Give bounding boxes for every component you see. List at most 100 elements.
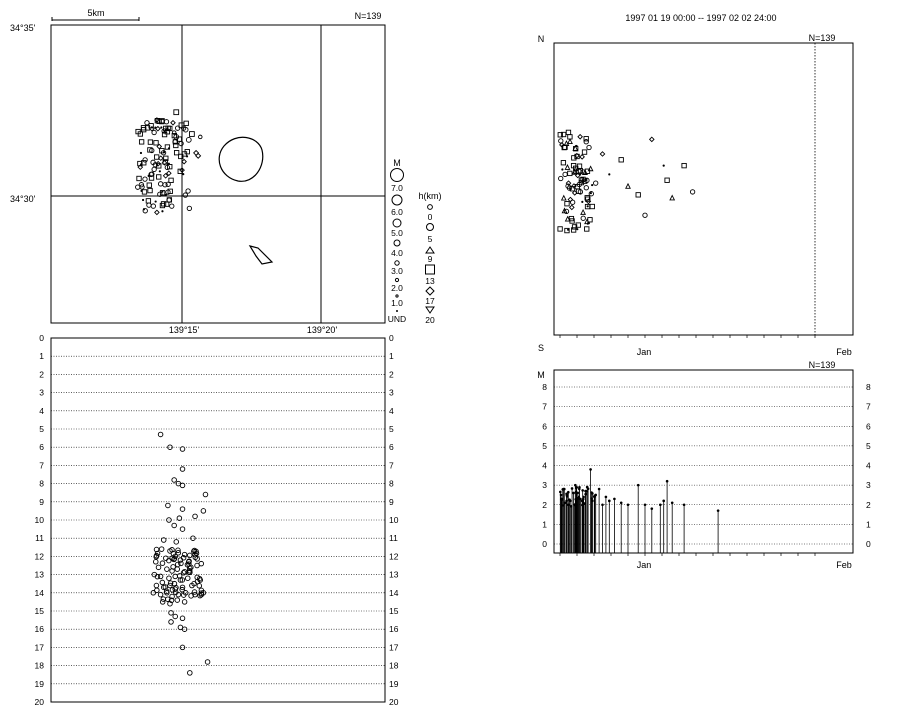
islet-outline: [248, 245, 274, 265]
epicenter-point: [165, 181, 171, 187]
time-point: [561, 168, 564, 171]
mag-tick-label: 2: [866, 500, 871, 510]
hypocenter-point: [192, 513, 198, 520]
time-points: [557, 129, 696, 234]
epicenter-point: [162, 150, 166, 154]
depth-tick-label: 10: [389, 515, 399, 525]
hypocenter-point: [158, 546, 165, 552]
epicenter-point: [178, 140, 184, 147]
epicenter-point: [154, 200, 157, 203]
hypocenter-point: [160, 596, 167, 602]
mag-stem-head: [561, 504, 565, 507]
depth-tick-label: 16: [389, 624, 399, 634]
mag-stem-head: [584, 492, 587, 496]
epicenter-point: [182, 173, 185, 176]
depth-symbol-9: [425, 246, 435, 254]
mag-stem-head: [572, 491, 575, 495]
time-point: [584, 203, 591, 210]
mag-stem-head: [559, 497, 563, 501]
epicenter-point: [149, 125, 155, 132]
time-point: [608, 173, 611, 176]
time-point: [568, 215, 575, 222]
mag-tick-label: 3: [542, 480, 547, 490]
time-point: [563, 208, 570, 215]
time-point: [599, 151, 606, 157]
mag-x-label-jan: Jan: [637, 560, 652, 570]
hypocenter-point: [171, 477, 177, 483]
mag-label-6: 6.0: [391, 207, 403, 217]
mag-stem-head: [613, 497, 616, 501]
epicenter-point: [147, 139, 154, 145]
epicenter-point: [156, 118, 162, 124]
time-point: [586, 144, 592, 151]
depth-tick-label: 8: [39, 479, 44, 489]
epicenter-point: [138, 182, 145, 188]
hypocenter-point: [179, 466, 186, 472]
hypocenter-point: [167, 580, 174, 586]
epicenter-point: [176, 136, 183, 142]
hypocenter-point: [181, 599, 188, 605]
time-point: [625, 182, 631, 189]
mag-frame: [553, 369, 854, 554]
hypocenter-point: [179, 584, 186, 591]
mag-stem-head: [576, 496, 580, 500]
depth-tick-label: 13: [35, 570, 45, 580]
hypocenter-point: [196, 575, 203, 582]
epicenter-point: [166, 197, 173, 203]
hypocenter-point: [166, 517, 172, 523]
mag-tick-label: 5: [542, 441, 547, 451]
mag-label-4: 4.0: [391, 248, 403, 258]
hypocenter-point: [167, 444, 173, 450]
hypocenter-point: [172, 613, 178, 620]
depth-label-9: 9: [428, 254, 433, 264]
epicenter-point: [167, 164, 173, 170]
depth-tick-label: 19: [35, 679, 45, 689]
hypocenter-point: [157, 431, 164, 438]
epicenter-point: [160, 201, 167, 207]
epicenter-point: [189, 131, 195, 137]
hypocenter-point: [186, 569, 192, 575]
hypocenter-point: [180, 570, 187, 576]
depth-tick-label: 1: [39, 351, 44, 361]
hypocenter-point: [155, 564, 162, 571]
time-point: [570, 227, 577, 233]
hypocenter-point: [200, 508, 207, 514]
hypocenter-point: [157, 591, 164, 598]
period-label: 1997 01 19 00:00 -- 1997 02 02 24:00: [625, 13, 776, 23]
time-point: [571, 168, 578, 175]
epicenter-point: [163, 119, 170, 125]
mag-tick-label: 4: [866, 461, 871, 471]
mag-y-axis-label: M: [537, 370, 545, 380]
epicenter-point: [181, 158, 187, 165]
hypocenter-point: [197, 592, 203, 599]
mag-tick-labels: 0 0 1 1 2 2 3 3 4 4 5 5 6 6 7 7 8 8: [542, 382, 871, 549]
scale-label: 5km: [87, 8, 104, 18]
mag-x-ticks: [559, 553, 816, 556]
mag-symbol-6: [391, 194, 403, 206]
mag-stem-head: [559, 490, 562, 494]
depth-tick-label: 15: [35, 606, 45, 616]
hypocenter-point: [174, 561, 181, 568]
depth-tick-label: 1: [389, 351, 394, 361]
hypocenter-point: [160, 537, 167, 543]
epicenter-point: [141, 198, 145, 202]
mag-stem-head: [608, 499, 611, 503]
depth-tick-label: 13: [389, 570, 399, 580]
depth-tick-label: 7: [389, 460, 394, 470]
hypocenter-point: [176, 573, 183, 579]
hypocenter-point: [154, 573, 161, 580]
epicenter-point: [163, 155, 169, 161]
depth-tick-label: 10: [35, 515, 45, 525]
time-point: [586, 205, 589, 208]
hypocenter-point: [179, 615, 186, 622]
hypocenter-point: [184, 575, 191, 581]
hypocenter-point: [179, 577, 186, 583]
mag-stem-head: [589, 468, 592, 471]
time-point: [558, 138, 564, 144]
hypocenter-point: [192, 554, 199, 561]
mag-stem-head: [626, 503, 630, 507]
depth-symbol-0: [427, 204, 433, 210]
mag-tick-label: 0: [542, 539, 547, 549]
mag-tick-label: 5: [866, 441, 871, 451]
